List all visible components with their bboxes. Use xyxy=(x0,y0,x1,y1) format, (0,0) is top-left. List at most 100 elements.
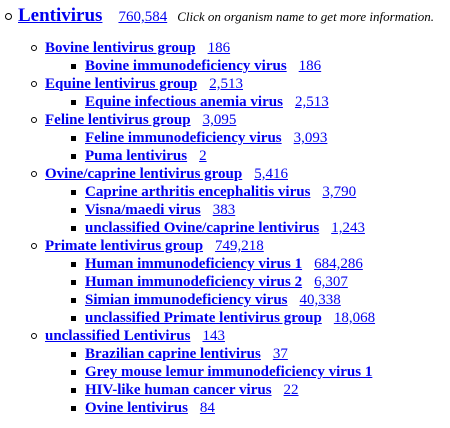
group-item: Primate lentivirus group 749,218 Human imm… xyxy=(45,237,450,327)
species-list: Equine infectious anemia virus 2,513 xyxy=(45,93,450,111)
circle-bullet-icon xyxy=(31,117,37,123)
species-count-link[interactable]: 3,093 xyxy=(294,130,328,146)
species-count-link[interactable]: 383 xyxy=(213,202,236,218)
group-name-link[interactable]: unclassified Lentivirus xyxy=(45,328,190,344)
species-item: unclassified Primate lentivirus group 18,… xyxy=(85,309,450,327)
group-item: Equine lentivirus group 2,513 Equine infec… xyxy=(45,75,450,111)
species-name-link[interactable]: Brazilian caprine lentivirus xyxy=(85,346,261,362)
species-name-link[interactable]: Bovine immunodeficiency virus xyxy=(85,58,287,74)
species-name-link[interactable]: Human immunodeficiency virus 1 xyxy=(85,256,302,272)
group-entry: Feline lentivirus group 3,095 xyxy=(45,111,450,129)
species-item: Bovine immunodeficiency virus 186 xyxy=(85,57,450,75)
species-name-link[interactable]: Visna/maedi virus xyxy=(85,202,201,218)
square-bullet-icon xyxy=(71,406,76,411)
species-count-link[interactable]: 22 xyxy=(284,382,299,398)
species-name-link[interactable]: Caprine arthritis encephalitis virus xyxy=(85,184,310,200)
square-bullet-icon xyxy=(71,136,76,141)
group-entry: Ovine/caprine lentivirus group 5,416 xyxy=(45,165,450,183)
species-count-link[interactable]: 6,307 xyxy=(314,274,348,290)
species-item: Brazilian caprine lentivirus 37 xyxy=(85,345,450,363)
root-organism-link[interactable]: Lentivirus xyxy=(18,5,102,26)
group-entry: Equine lentivirus group 2,513 xyxy=(45,75,450,93)
species-name-link[interactable]: HIV-like human cancer virus xyxy=(85,382,272,398)
square-bullet-icon xyxy=(71,154,76,159)
species-item: Human immunodeficiency virus 1 684,286 xyxy=(85,255,450,273)
species-item: HIV-like human cancer virus 22 xyxy=(85,381,450,399)
species-count-link[interactable]: 18,068 xyxy=(334,310,375,326)
species-count-link[interactable]: 2 xyxy=(199,148,207,164)
species-count-link[interactable]: 684,286 xyxy=(314,256,363,272)
group-item: unclassified Lentivirus 143 Brazilian capr… xyxy=(45,327,450,417)
species-name-link[interactable]: Feline immunodeficiency virus xyxy=(85,130,282,146)
species-item: Visna/maedi virus 383 xyxy=(85,201,450,219)
species-count-link[interactable]: 2,513 xyxy=(295,94,329,110)
species-item: Equine infectious anemia virus 2,513 xyxy=(85,93,450,111)
group-name-link[interactable]: Primate lentivirus group xyxy=(45,238,203,254)
square-bullet-icon xyxy=(71,280,76,285)
group-item: Bovine lentivirus group 186 Bovine immunod… xyxy=(45,39,450,75)
group-list: Bovine lentivirus group 186 Bovine immunod… xyxy=(18,39,450,417)
species-item: Grey mouse lemur immunodeficiency virus … xyxy=(85,363,450,381)
species-name-link[interactable]: Human immunodeficiency virus 2 xyxy=(85,274,302,290)
square-bullet-icon xyxy=(71,262,76,267)
square-bullet-icon xyxy=(71,370,76,375)
group-entry: unclassified Lentivirus 143 xyxy=(45,327,450,345)
square-bullet-icon xyxy=(71,64,76,69)
group-entry: Primate lentivirus group 749,218 xyxy=(45,237,450,255)
group-count-link[interactable]: 3,095 xyxy=(203,112,237,128)
circle-bullet-icon xyxy=(31,171,37,177)
group-name-link[interactable]: Bovine lentivirus group xyxy=(45,40,196,56)
species-name-link[interactable]: Equine infectious anemia virus xyxy=(85,94,283,110)
species-list: Feline immunodeficiency virus 3,093 Puma l… xyxy=(45,129,450,165)
group-item: Ovine/caprine lentivirus group 5,416 Capri… xyxy=(45,165,450,237)
square-bullet-icon xyxy=(71,388,76,393)
root-entry: Lentivirus 760,584 Click on organism nam… xyxy=(18,3,450,29)
square-bullet-icon xyxy=(71,352,76,357)
species-item: Feline immunodeficiency virus 3,093 xyxy=(85,129,450,147)
species-name-link[interactable]: Ovine lentivirus xyxy=(85,400,188,416)
circle-bullet-icon xyxy=(31,333,37,339)
circle-bullet-icon xyxy=(31,45,37,51)
group-name-link[interactable]: Feline lentivirus group xyxy=(45,112,191,128)
species-name-link[interactable]: Grey mouse lemur immunodeficiency virus … xyxy=(85,364,372,380)
species-name-link[interactable]: Simian immunodeficiency virus xyxy=(85,292,288,308)
square-bullet-icon xyxy=(71,226,76,231)
group-count-link[interactable]: 186 xyxy=(208,40,231,56)
group-name-link[interactable]: Equine lentivirus group xyxy=(45,76,197,92)
species-count-link[interactable]: 40,338 xyxy=(300,292,341,308)
root-count-link[interactable]: 760,584 xyxy=(118,9,167,25)
species-name-link[interactable]: unclassified Ovine/caprine lentivirus xyxy=(85,220,319,236)
species-item: unclassified Ovine/caprine lentivirus 1,2… xyxy=(85,219,450,237)
group-count-link[interactable]: 5,416 xyxy=(254,166,288,182)
species-name-link[interactable]: unclassified Primate lentivirus group xyxy=(85,310,322,326)
square-bullet-icon xyxy=(71,190,76,195)
species-list: Brazilian caprine lentivirus 37 Grey mouse… xyxy=(45,345,450,417)
species-item: Ovine lentivirus 84 xyxy=(85,399,450,417)
square-bullet-icon xyxy=(71,208,76,213)
taxonomy-tree: Lentivirus 760,584 Click on organism nam… xyxy=(0,0,450,417)
circle-bullet-icon xyxy=(31,81,37,87)
circle-bullet-icon xyxy=(31,243,37,249)
species-count-link[interactable]: 186 xyxy=(299,58,322,74)
species-item: Human immunodeficiency virus 2 6,307 xyxy=(85,273,450,291)
species-count-link[interactable]: 3,790 xyxy=(322,184,356,200)
species-item: Caprine arthritis encephalitis virus 3,79… xyxy=(85,183,450,201)
species-name-link[interactable]: Puma lentivirus xyxy=(85,148,187,164)
species-list: Bovine immunodeficiency virus 186 xyxy=(45,57,450,75)
species-count-link[interactable]: 1,243 xyxy=(331,220,365,236)
species-list: Human immunodeficiency virus 1 684,286 Hum… xyxy=(45,255,450,327)
group-entry: Bovine lentivirus group 186 xyxy=(45,39,450,57)
species-count-link[interactable]: 84 xyxy=(200,400,215,416)
group-name-link[interactable]: Ovine/caprine lentivirus group xyxy=(45,166,242,182)
species-count-link[interactable]: 37 xyxy=(273,346,288,362)
species-item: Simian immunodeficiency virus 40,338 xyxy=(85,291,450,309)
square-bullet-icon xyxy=(71,298,76,303)
group-count-link[interactable]: 143 xyxy=(202,328,225,344)
root-instruction-note: Click on organism name to get more infor… xyxy=(177,9,434,24)
group-count-link[interactable]: 2,513 xyxy=(209,76,243,92)
group-item: Feline lentivirus group 3,095 Feline immun… xyxy=(45,111,450,165)
species-list: Caprine arthritis encephalitis virus 3,79… xyxy=(45,183,450,237)
group-count-link[interactable]: 749,218 xyxy=(215,238,264,254)
circle-bullet-icon xyxy=(5,13,12,20)
species-item: Puma lentivirus 2 xyxy=(85,147,450,165)
